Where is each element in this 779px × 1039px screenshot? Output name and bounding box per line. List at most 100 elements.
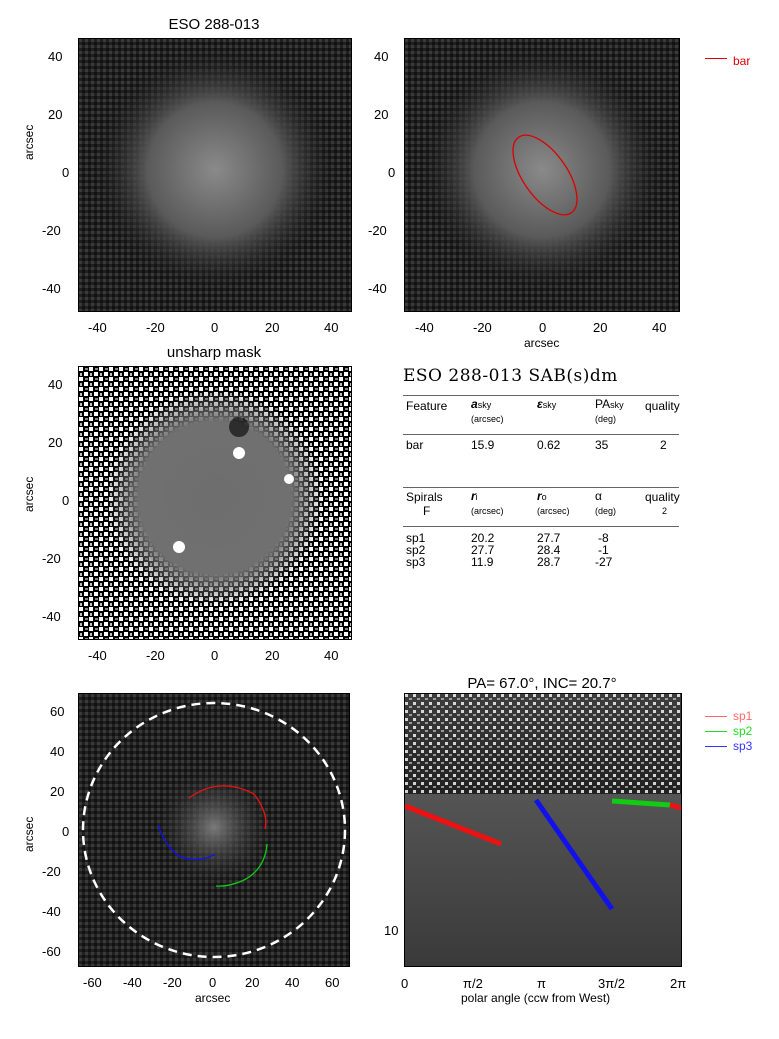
table-rule bbox=[403, 434, 679, 435]
spiral-name: sp2 bbox=[406, 543, 426, 557]
x-tick: -40 bbox=[88, 320, 107, 335]
panel-title: PA= 67.0°, INC= 20.7° bbox=[467, 675, 617, 692]
header-alpha: α (deg) bbox=[595, 489, 617, 516]
legend-swatch-sp1 bbox=[705, 716, 727, 717]
legend-label-sp3: sp3 bbox=[733, 739, 753, 753]
x-tick: 20 bbox=[265, 320, 280, 335]
spiral-name: sp3 bbox=[406, 555, 426, 569]
x-tick: -20 bbox=[146, 320, 165, 335]
x-tick: π/2 bbox=[463, 976, 483, 991]
x-tick: -20 bbox=[146, 648, 165, 663]
x-tick: 0 bbox=[209, 975, 217, 990]
header-f: F bbox=[423, 504, 431, 518]
x-tick: 0 bbox=[211, 320, 219, 335]
spiral-arm-sp3 bbox=[157, 824, 216, 861]
x-tick: 20 bbox=[593, 320, 608, 335]
galaxy-image bbox=[78, 38, 352, 312]
spiral-name: sp1 bbox=[406, 531, 426, 545]
x-tick: 40 bbox=[285, 975, 300, 990]
spiral-arm-sp2 bbox=[215, 843, 268, 887]
y-tick: 40 bbox=[374, 49, 389, 64]
x-tick: 40 bbox=[324, 648, 339, 663]
spiral-quality-value: 2 bbox=[662, 506, 668, 516]
y-tick: 20 bbox=[374, 107, 389, 122]
legend-swatch-bar bbox=[705, 58, 727, 59]
header-pa: PAsky (deg) bbox=[595, 397, 624, 424]
y-tick: -40 bbox=[368, 281, 387, 296]
x-tick: -60 bbox=[83, 975, 102, 990]
header-quality-spirals: quality bbox=[645, 490, 680, 504]
y-axis-label: arcsec bbox=[22, 476, 36, 512]
header-quality: quality bbox=[645, 399, 680, 413]
header-ro: ro (arcsec) bbox=[537, 489, 570, 516]
y-tick: -20 bbox=[42, 223, 61, 238]
x-tick: 40 bbox=[652, 320, 667, 335]
unsharp-mask-image bbox=[78, 366, 352, 640]
x-tick: 0 bbox=[211, 648, 219, 663]
header-spirals: Spirals bbox=[406, 490, 443, 504]
x-tick: π bbox=[537, 976, 546, 991]
spiral-fit-sp2 bbox=[611, 798, 671, 808]
y-tick: -60 bbox=[42, 944, 61, 959]
y-tick: -20 bbox=[42, 864, 61, 879]
header-a-sky: asky (arcsec) bbox=[471, 397, 504, 424]
y-tick: 20 bbox=[48, 107, 63, 122]
spiral-ro: 28.4 bbox=[537, 543, 561, 557]
x-tick: -40 bbox=[88, 648, 107, 663]
bar-a: 15.9 bbox=[471, 438, 495, 452]
y-tick: 40 bbox=[48, 49, 63, 64]
table-rule bbox=[403, 487, 679, 488]
polar-transform-art bbox=[405, 694, 681, 966]
legend-swatch-sp2 bbox=[705, 731, 727, 732]
polar-transform-image bbox=[404, 693, 682, 967]
y-tick: -40 bbox=[42, 904, 61, 919]
panel-title: ESO 288-013 bbox=[168, 16, 260, 33]
spiral-fit-sp3 bbox=[533, 798, 615, 911]
spiral-arm-sp1 bbox=[188, 785, 267, 830]
y-tick: 0 bbox=[388, 165, 396, 180]
bar-e: 0.62 bbox=[537, 438, 561, 452]
y-axis-label: arcsec bbox=[22, 816, 36, 852]
table-title: ESO 288-013 SAB(s)dm bbox=[403, 366, 618, 386]
x-tick: 0 bbox=[539, 320, 547, 335]
spiral-ri: 27.7 bbox=[471, 543, 495, 557]
table-rule bbox=[403, 526, 679, 527]
y-axis-label: arcsec bbox=[22, 124, 36, 160]
legend-label-bar: bar bbox=[733, 54, 751, 68]
x-tick: 20 bbox=[245, 975, 260, 990]
y-tick: 0 bbox=[62, 493, 70, 508]
spiral-ro: 27.7 bbox=[537, 531, 561, 545]
y-tick: -20 bbox=[42, 551, 61, 566]
disk-ellipse bbox=[81, 701, 347, 959]
y-tick: 0 bbox=[62, 824, 70, 839]
legend-label-sp2: sp2 bbox=[733, 724, 753, 738]
spiral-arms-art bbox=[79, 694, 349, 966]
galaxy-image-art bbox=[79, 39, 351, 311]
y-tick: -40 bbox=[42, 281, 61, 296]
y-tick: 10 bbox=[384, 923, 399, 938]
x-axis-label: polar angle (ccw from West) bbox=[461, 991, 611, 1005]
x-tick: 2π bbox=[670, 976, 687, 991]
y-tick: 0 bbox=[62, 165, 70, 180]
y-tick: -40 bbox=[42, 609, 61, 624]
spiral-fit-sp1 bbox=[405, 803, 502, 847]
spiral-arms-image bbox=[78, 693, 350, 967]
legend-label-sp1: sp1 bbox=[733, 709, 753, 723]
y-tick: 20 bbox=[50, 784, 65, 799]
header-ri: ri (arcsec) bbox=[471, 489, 504, 516]
y-tick: 20 bbox=[48, 435, 63, 450]
y-tick: 40 bbox=[50, 744, 65, 759]
galaxy-image-bar bbox=[404, 38, 680, 312]
spiral-ro: 28.7 bbox=[537, 555, 561, 569]
unsharp-mask-art bbox=[79, 367, 351, 639]
panel-title: unsharp mask bbox=[166, 344, 262, 361]
y-tick: 40 bbox=[48, 377, 63, 392]
x-tick: 20 bbox=[265, 648, 280, 663]
header-ellipticity: εsky bbox=[537, 397, 557, 411]
x-tick: -40 bbox=[123, 975, 142, 990]
x-tick: 40 bbox=[324, 320, 339, 335]
x-tick: -20 bbox=[163, 975, 182, 990]
x-tick: 60 bbox=[325, 975, 340, 990]
y-tick: -20 bbox=[368, 223, 387, 238]
x-tick: 3π/2 bbox=[598, 976, 626, 991]
